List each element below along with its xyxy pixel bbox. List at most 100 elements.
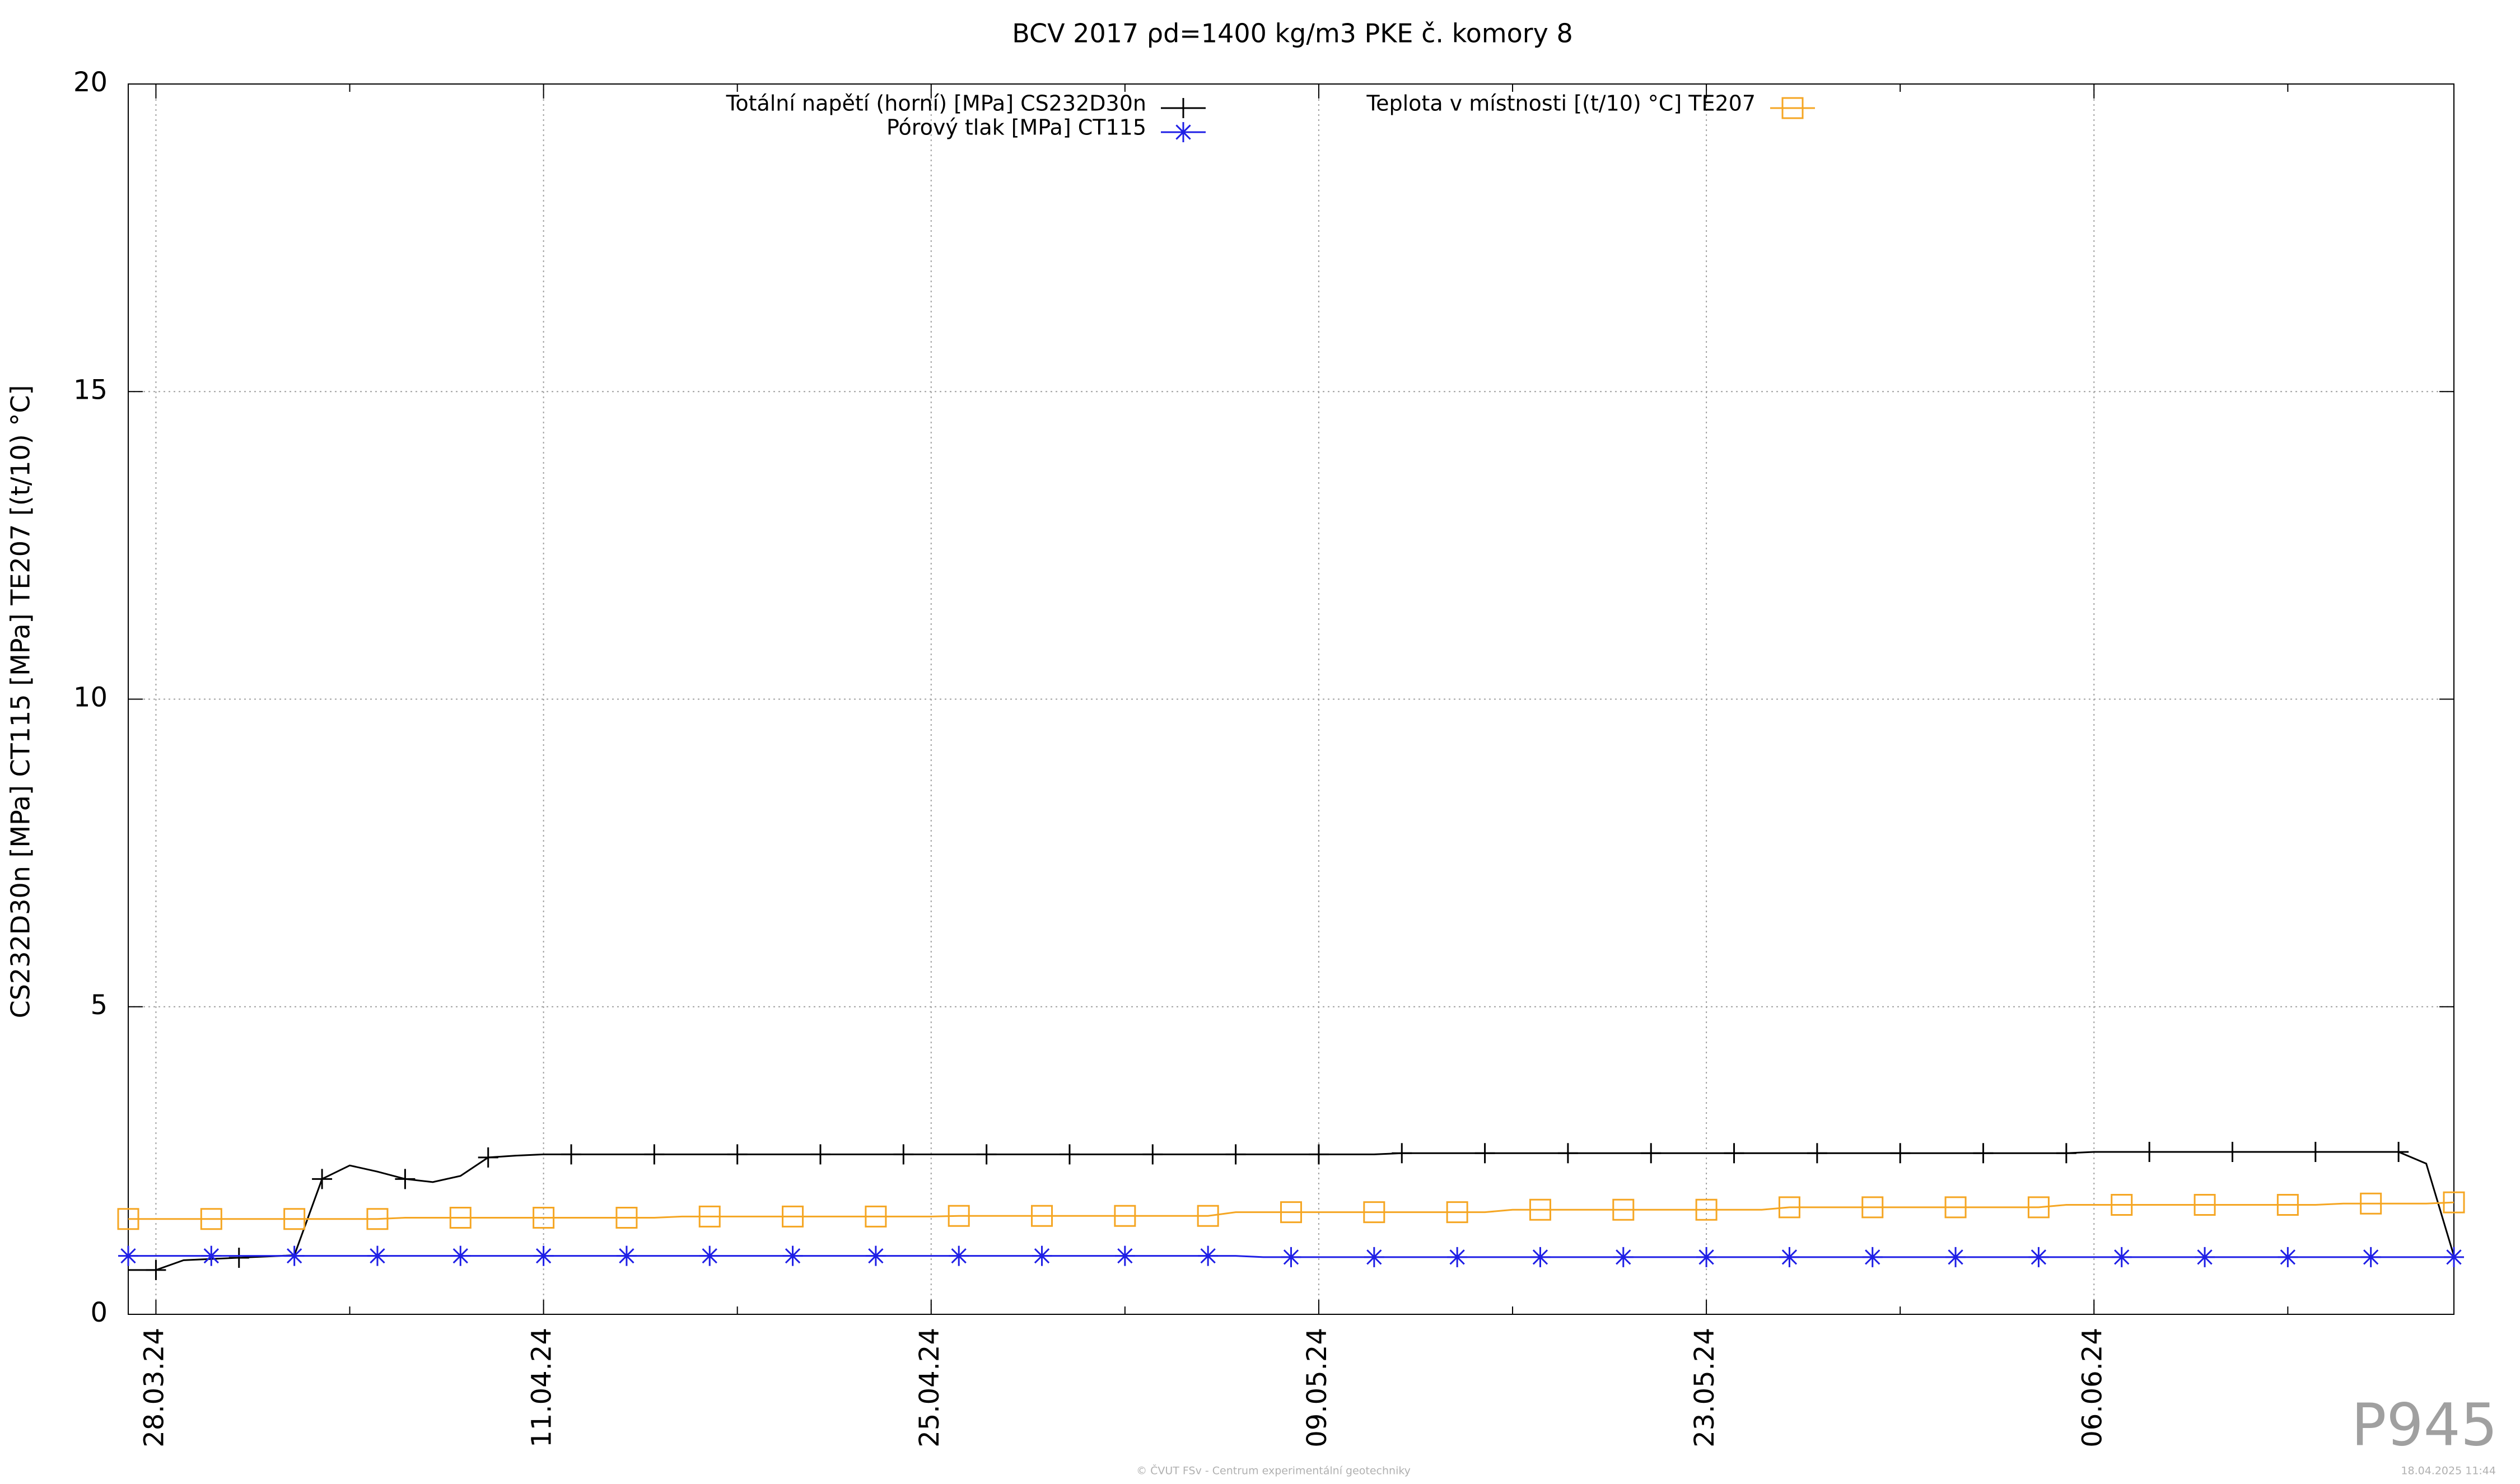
series-marker	[561, 1144, 582, 1165]
series-marker	[228, 1247, 249, 1268]
series-marker	[1695, 1198, 1718, 1221]
series-marker	[2139, 1142, 2160, 1162]
series-marker	[1890, 1143, 1911, 1164]
series-marker	[1641, 1143, 1662, 1164]
series-marker	[1696, 1247, 1717, 1267]
series-marker	[1557, 1143, 1578, 1164]
series-marker	[644, 1144, 665, 1165]
series-marker	[1059, 1144, 1080, 1165]
series-marker	[1308, 1144, 1329, 1165]
series-marker	[949, 1245, 969, 1266]
series-marker	[865, 1205, 887, 1228]
y-axis-label: CS232D30n [MPa] CT115 [MPa] TE207 [(t/10…	[6, 385, 36, 1019]
y-tick-label: 15	[73, 374, 108, 405]
y-tick-label: 10	[73, 682, 108, 713]
legend-label: Teplota v místnosti [(t/10) °C] TE207	[1366, 91, 1756, 116]
series-line	[128, 1201, 2454, 1220]
series-marker	[2388, 1142, 2409, 1162]
series-marker	[117, 1208, 139, 1230]
series-marker	[810, 1144, 831, 1165]
series-marker	[2111, 1193, 2133, 1216]
series-marker	[782, 1245, 803, 1266]
series-marker	[1862, 1247, 1883, 1267]
series-marker	[201, 1245, 222, 1266]
series-marker	[2028, 1247, 2049, 1267]
series-marker	[284, 1245, 305, 1266]
series-marker	[1364, 1247, 1384, 1267]
legend-label: Pórový tlak [MPa] CT115	[886, 115, 1146, 140]
series-marker	[1447, 1247, 1468, 1267]
series-marker	[1392, 1143, 1412, 1164]
series-marker	[1613, 1247, 1634, 1267]
series-marker	[1363, 1201, 1385, 1224]
series-marker	[2360, 1247, 2381, 1267]
series-marker	[1944, 1196, 1967, 1219]
series-marker	[1280, 1201, 1302, 1224]
series-marker	[2195, 1247, 2215, 1267]
y-tick-label: 20	[73, 67, 108, 98]
legend-marker	[1173, 98, 1193, 118]
series-marker	[2443, 1191, 2465, 1214]
series-marker	[1114, 1205, 1136, 1227]
series-marker	[2444, 1247, 2464, 1267]
series-marker	[1032, 1245, 1052, 1266]
x-tick-label: 09.05.24	[1301, 1328, 1333, 1448]
series-marker	[1861, 1196, 1884, 1219]
series-marker	[200, 1208, 222, 1230]
series-marker	[312, 1169, 333, 1189]
series-marker	[395, 1169, 416, 1189]
timestamp: 18.04.2025 11:44	[2401, 1465, 2496, 1477]
series-marker	[893, 1144, 914, 1165]
series-marker	[699, 1245, 720, 1266]
legend-marker	[1781, 97, 1804, 119]
series-marker	[1198, 1245, 1219, 1266]
footer: © ČVUT FSv - Centrum experimentální geot…	[1136, 1464, 1411, 1477]
series-marker	[118, 1245, 138, 1266]
y-tick-label: 0	[90, 1297, 108, 1328]
chart-title: BCV 2017 ρd=1400 kg/m3 PKE č. komory 8	[1012, 18, 1573, 49]
x-tick-label: 28.03.24	[138, 1328, 170, 1448]
series-marker	[1807, 1143, 1827, 1164]
series-marker	[2305, 1142, 2326, 1162]
series-marker	[727, 1144, 748, 1165]
series-marker	[698, 1205, 721, 1228]
legend-marker	[1173, 122, 1193, 142]
series-marker	[1281, 1247, 1301, 1267]
series-marker	[533, 1207, 555, 1229]
series-marker	[1114, 1245, 1135, 1266]
series-marker	[1530, 1247, 1551, 1267]
series-marker	[1446, 1201, 1468, 1224]
series-marker	[2276, 1193, 2299, 1216]
series-marker	[2278, 1247, 2298, 1267]
series-marker	[1142, 1144, 1163, 1165]
legend-label: Totální napětí (horní) [MPa] CS232D30n	[726, 91, 1146, 116]
series-marker	[2194, 1193, 2216, 1216]
watermark: P945	[2351, 1390, 2498, 1459]
series-marker	[1197, 1205, 1219, 1227]
series-marker	[146, 1259, 166, 1280]
series-marker	[865, 1245, 886, 1266]
series-marker	[1778, 1196, 1800, 1219]
x-tick-label: 23.05.24	[1689, 1328, 1720, 1448]
x-tick-label: 11.04.24	[526, 1328, 558, 1448]
series-marker	[2056, 1143, 2076, 1164]
series-marker	[2360, 1192, 2382, 1215]
series-marker	[1225, 1144, 1246, 1165]
series-marker	[1474, 1143, 1495, 1164]
series-marker	[1973, 1143, 1994, 1164]
series-marker	[1031, 1205, 1053, 1227]
series-marker	[1945, 1247, 1966, 1267]
series-marker	[616, 1245, 637, 1266]
series-marker	[2222, 1142, 2243, 1162]
series-marker	[367, 1245, 388, 1266]
series-marker	[478, 1147, 498, 1168]
series-marker	[1612, 1198, 1635, 1221]
series-marker	[1529, 1198, 1551, 1221]
series-marker	[366, 1208, 389, 1230]
x-tick-label: 25.04.24	[914, 1328, 945, 1448]
series-marker	[533, 1245, 554, 1266]
x-tick-label: 06.06.24	[2076, 1328, 2108, 1448]
series-marker	[2111, 1247, 2132, 1267]
